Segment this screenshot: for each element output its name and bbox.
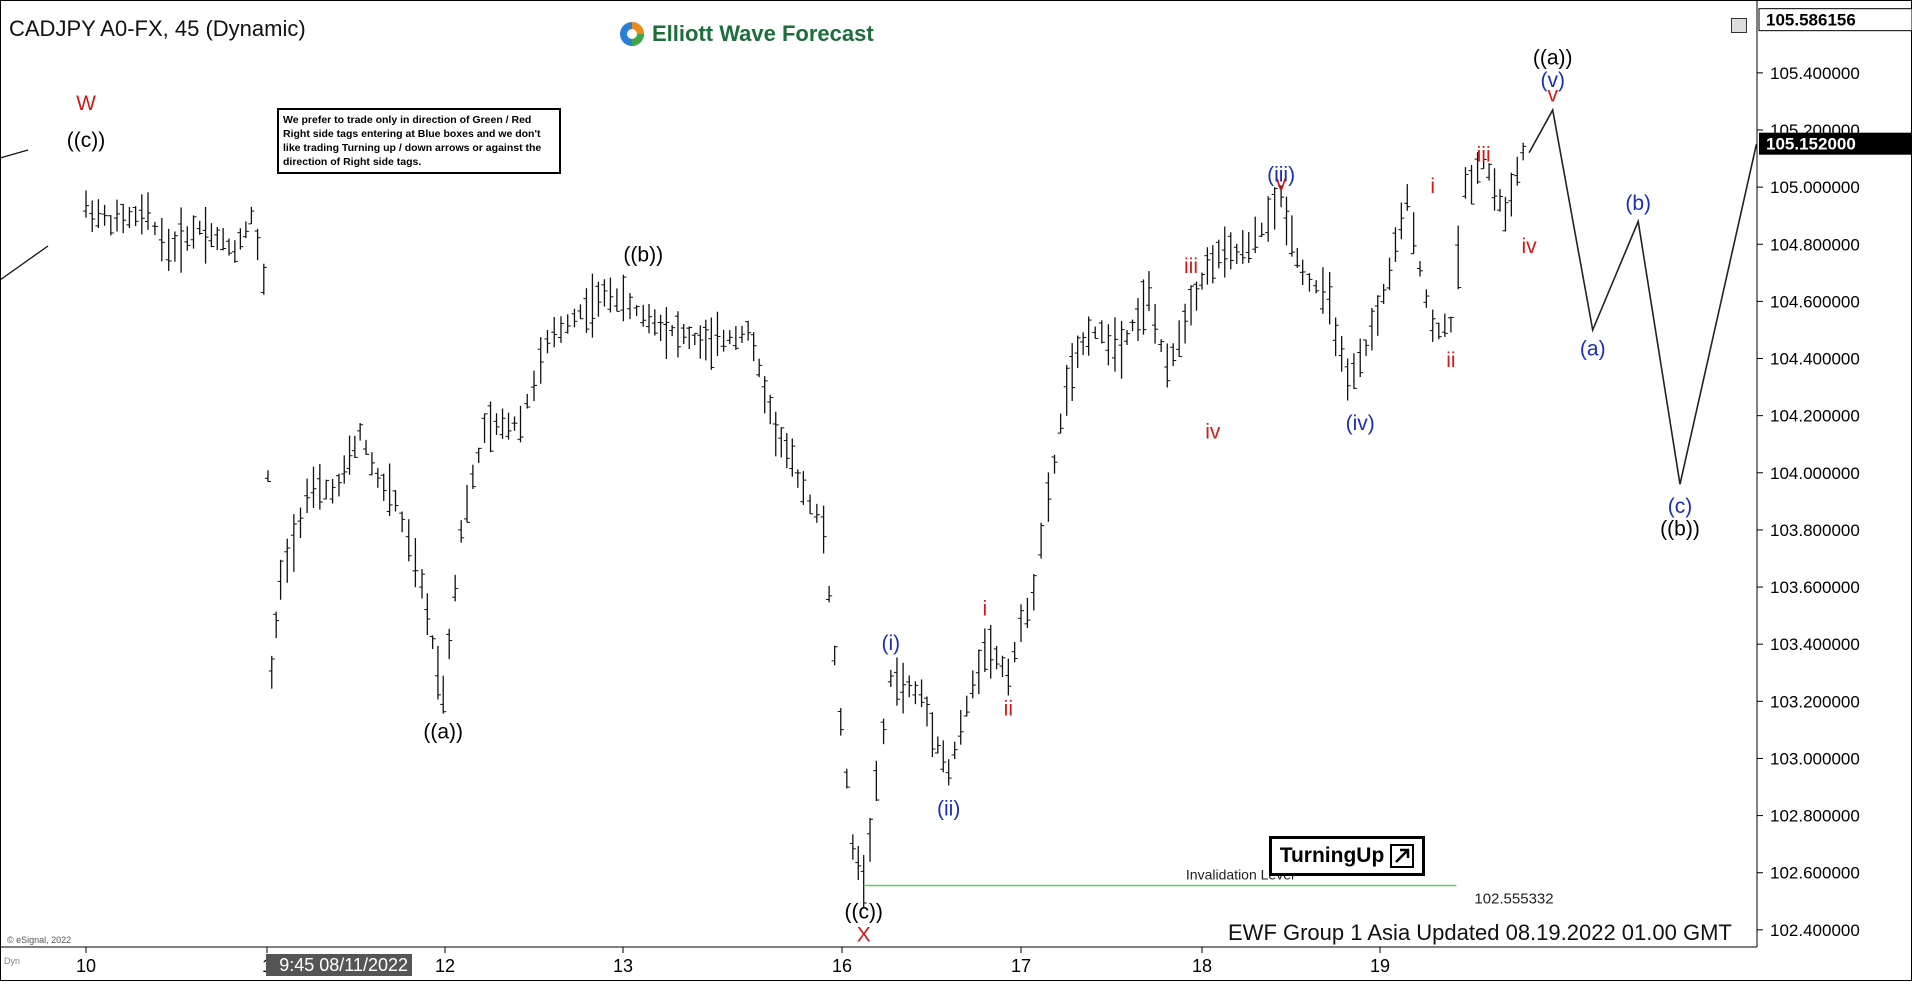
- wave-label: iv: [1205, 421, 1221, 444]
- projection-path: [1528, 107, 1758, 485]
- y-tick-label: 102.400000: [1770, 921, 1860, 940]
- x-tick-label: 18: [1192, 956, 1212, 976]
- wave-label: ii: [1004, 698, 1013, 721]
- wave-label: iii: [1477, 143, 1491, 166]
- turning-label: TurningUp: [1279, 844, 1385, 867]
- wave-label: W: [76, 92, 96, 115]
- updated-text: EWF Group 1 Asia Updated 08.19.2022 01.0…: [1228, 920, 1732, 945]
- top-price-label: 105.586156: [1766, 11, 1856, 30]
- wave-label: (b): [1625, 192, 1651, 215]
- window-restore-icon[interactable]: [1731, 18, 1747, 33]
- invalidation-value: 102.555332: [1474, 890, 1553, 907]
- symbol-title: CADJPY A0-FX, 45 (Dynamic): [9, 16, 306, 41]
- copyright: © eSignal, 2022: [7, 935, 72, 945]
- y-tick-label: 104.800000: [1770, 235, 1860, 254]
- y-tick-label: 104.400000: [1770, 350, 1860, 369]
- top-price-box: [1758, 8, 1912, 32]
- wave-label: i: [983, 598, 988, 621]
- wave-label: (a): [1580, 338, 1606, 361]
- x-tick-label: 10: [76, 956, 96, 976]
- turning-up-badge[interactable]: TurningUp: [1269, 836, 1425, 876]
- trend-line: [0, 149, 29, 159]
- wave-label: (iv): [1346, 412, 1375, 435]
- x-tick-label: 12: [435, 956, 455, 976]
- arrow-up-right-icon: [1390, 844, 1415, 868]
- wave-label: i: [1430, 175, 1435, 198]
- wave-label: v: [1547, 83, 1558, 106]
- wave-label: ii: [1446, 349, 1455, 372]
- y-tick-label: 102.600000: [1770, 864, 1860, 883]
- trading-note: We prefer to trade only in direction of …: [277, 108, 561, 174]
- y-tick-label: 103.000000: [1770, 749, 1860, 768]
- x-tick-label: 19: [1370, 956, 1390, 976]
- current-price-label: 105.152000: [1766, 135, 1856, 154]
- wave-label: X: [857, 923, 871, 946]
- cursor-date-readout: 9:45 08/11/2022: [266, 954, 412, 976]
- y-tick-label: 103.600000: [1770, 578, 1860, 597]
- wave-label: ((a)): [1533, 46, 1573, 69]
- wave-label: (iii): [1267, 163, 1295, 186]
- mini-toolbar-label[interactable]: Dyn: [4, 956, 21, 966]
- y-tick-label: 105.400000: [1770, 64, 1860, 83]
- wave-label: (c): [1668, 495, 1693, 518]
- wave-label: (i): [881, 632, 900, 655]
- wave-label: ((b)): [623, 243, 663, 266]
- y-tick-label: 103.200000: [1770, 692, 1860, 711]
- wave-label: v: [1276, 172, 1287, 195]
- y-tick-label: 104.000000: [1770, 464, 1860, 483]
- trend-line: [0, 245, 49, 281]
- wave-label: (v): [1540, 69, 1565, 92]
- y-tick-label: 103.400000: [1770, 635, 1860, 654]
- y-tick-label: 105.000000: [1770, 178, 1860, 197]
- current-price-box: [1759, 132, 1912, 155]
- x-tick-label: 13: [613, 956, 633, 976]
- wave-label: ((c)): [67, 129, 105, 152]
- logo-icon: [620, 22, 644, 46]
- wave-label: ((a)): [423, 720, 463, 743]
- wave-label: iv: [1522, 235, 1538, 258]
- wave-label: ((b)): [1660, 518, 1700, 541]
- wave-label: iii: [1184, 255, 1198, 278]
- y-tick-label: 103.800000: [1770, 521, 1860, 540]
- x-tick-label: 16: [832, 956, 852, 976]
- ewf-logo: Elliott Wave Forecast: [618, 20, 874, 48]
- wave-label: (ii): [937, 798, 960, 821]
- logo-text: Elliott Wave Forecast: [652, 21, 874, 46]
- y-tick-label: 104.200000: [1770, 407, 1860, 426]
- x-tick-label: 17: [1011, 956, 1031, 976]
- invalidation-label: Invalidation Level: [1186, 866, 1294, 882]
- y-tick-label: 102.800000: [1770, 807, 1860, 826]
- wave-label: ((c)): [844, 900, 882, 923]
- y-tick-label: 104.600000: [1770, 292, 1860, 311]
